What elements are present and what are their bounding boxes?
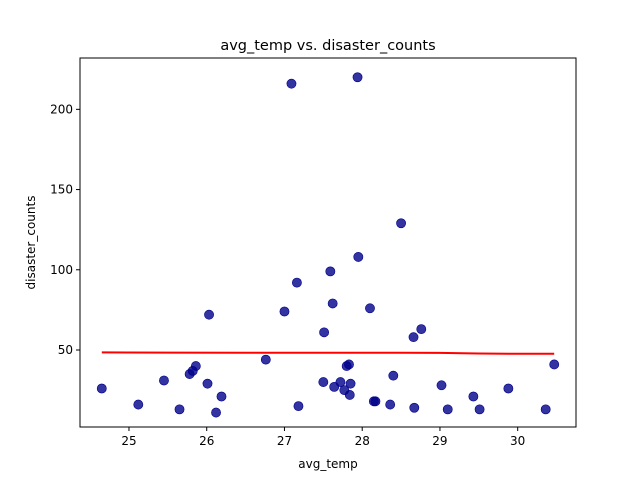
data-point (292, 277, 302, 288)
data-point (396, 218, 406, 229)
data-point (319, 327, 330, 338)
trend-line (101, 351, 555, 355)
data-point (159, 375, 169, 386)
data-point (416, 324, 427, 335)
data-point (549, 359, 560, 370)
data-point (352, 72, 363, 83)
data-point (96, 383, 107, 394)
data-point (335, 377, 346, 387)
data-point (503, 383, 514, 394)
x-axis-label: avg_temp (298, 457, 357, 471)
data-point (204, 309, 214, 320)
data-point (279, 306, 290, 317)
x-axis-ticks: 25 26 27 28 29 30 (121, 427, 525, 448)
x-tick-label: 25 (121, 434, 136, 448)
data-point (327, 298, 338, 309)
data-point (318, 377, 329, 387)
data-point (409, 402, 420, 413)
points-layer (96, 72, 560, 418)
data-point (211, 407, 221, 418)
data-point (442, 404, 453, 415)
data-point (468, 391, 479, 402)
data-point (365, 303, 375, 314)
y-axis-label: disaster_counts (24, 196, 38, 290)
x-tick-label: 29 (432, 434, 447, 448)
y-axis-ticks: 50 100 150 200 (50, 102, 80, 357)
data-point (202, 378, 213, 389)
x-tick-label: 28 (355, 434, 370, 448)
data-point (385, 399, 396, 410)
data-point (388, 370, 399, 381)
data-point (353, 252, 364, 262)
y-tick-label: 50 (58, 343, 73, 357)
x-tick-label: 27 (277, 434, 292, 448)
data-point (370, 396, 381, 407)
x-tick-label: 30 (510, 434, 525, 448)
x-tick-label: 26 (199, 434, 214, 448)
data-point (344, 359, 354, 370)
data-point (436, 380, 447, 391)
data-point (216, 391, 227, 402)
y-tick-label: 100 (50, 263, 73, 277)
data-point (286, 78, 297, 89)
data-point (344, 390, 355, 400)
y-tick-label: 150 (50, 183, 73, 197)
data-point (133, 399, 144, 410)
data-point (190, 361, 201, 371)
data-point (474, 404, 485, 415)
data-point (260, 354, 271, 365)
trend-line-layer (101, 351, 555, 355)
chart-title: avg_temp vs. disaster_counts (220, 38, 435, 54)
plot-frame (79, 57, 577, 428)
data-point (408, 332, 419, 343)
data-point (345, 378, 356, 389)
data-point (325, 266, 336, 277)
data-point (540, 404, 551, 415)
y-tick-label: 200 (50, 102, 73, 116)
data-point (293, 401, 304, 412)
data-point (174, 404, 185, 415)
